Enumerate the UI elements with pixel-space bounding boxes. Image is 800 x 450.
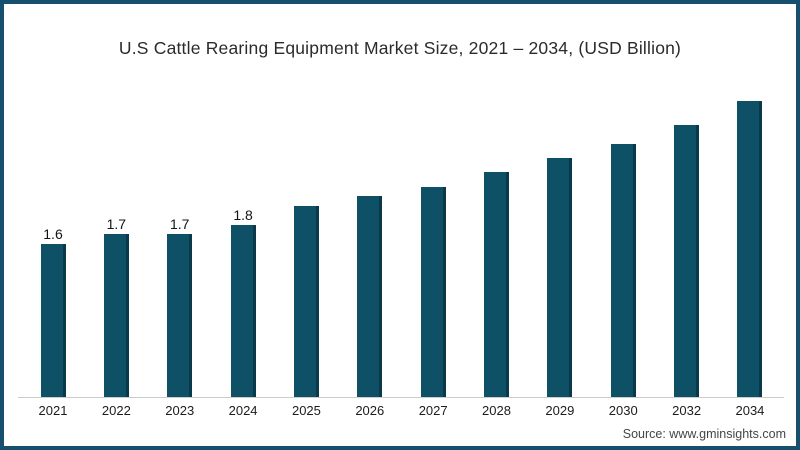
x-axis-label-2030: 2030: [608, 403, 638, 418]
bar-column-2029: 2029: [532, 155, 588, 417]
bar-column-2025: 2025: [278, 203, 334, 417]
bar-column-2032: 2032: [659, 122, 715, 417]
bar-2026: [357, 196, 383, 397]
x-axis-label-2023: 2023: [165, 403, 195, 418]
bar-2023: [167, 234, 193, 397]
bar-2021: [40, 244, 66, 397]
bar-2022: [103, 234, 129, 397]
bar-2034: [737, 101, 763, 397]
bar-2027: [420, 187, 446, 397]
x-axis-label-2024: 2024: [228, 403, 258, 418]
bars-row: 1.6 2021 1.7 2022 1.7 2023 1.8 2024 2025 2026 2027…: [25, 98, 778, 417]
source-attribution: Source: www.gminsights.com: [622, 427, 786, 441]
bar-value-label-2023: 1.7: [169, 216, 190, 232]
bar-column-2023: 1.7 2023: [152, 216, 208, 417]
x-axis-label-2028: 2028: [482, 403, 511, 418]
bar-column-2034: 2034: [722, 98, 778, 417]
bar-value-label-2024: 1.8: [233, 207, 253, 223]
bar-column-2028: 2028: [469, 169, 525, 417]
x-axis-label-2032: 2032: [672, 403, 702, 418]
bar-column-2024: 1.8 2024: [215, 207, 271, 417]
x-axis-label-2034: 2034: [735, 403, 765, 418]
bar-2032: [674, 125, 700, 397]
bar-column-2030: 2030: [595, 141, 651, 417]
bar-2028: [484, 172, 510, 397]
bar-column-2022: 1.7 2022: [88, 216, 144, 417]
x-axis-line: [18, 397, 784, 398]
bar-value-label-2021: 1.6: [43, 226, 63, 242]
bar-column-2021: 1.6 2021: [25, 226, 81, 417]
x-axis-label-2025: 2025: [291, 403, 321, 418]
x-axis-label-2027: 2027: [418, 403, 448, 418]
chart-title: U.S Cattle Rearing Equipment Market Size…: [118, 38, 682, 58]
x-axis-label-2029: 2029: [545, 403, 575, 418]
x-axis-label-2022: 2022: [101, 403, 131, 418]
bar-2030: [610, 144, 636, 397]
bar-value-label-2022: 1.7: [106, 216, 127, 232]
bar-2024: [230, 225, 256, 397]
x-axis-label-2026: 2026: [355, 403, 385, 418]
bar-column-2026: 2026: [342, 193, 398, 417]
bar-2025: [293, 206, 319, 397]
x-axis-label-2021: 2021: [38, 403, 68, 418]
bar-column-2027: 2027: [405, 184, 461, 417]
bar-2029: [547, 158, 573, 397]
